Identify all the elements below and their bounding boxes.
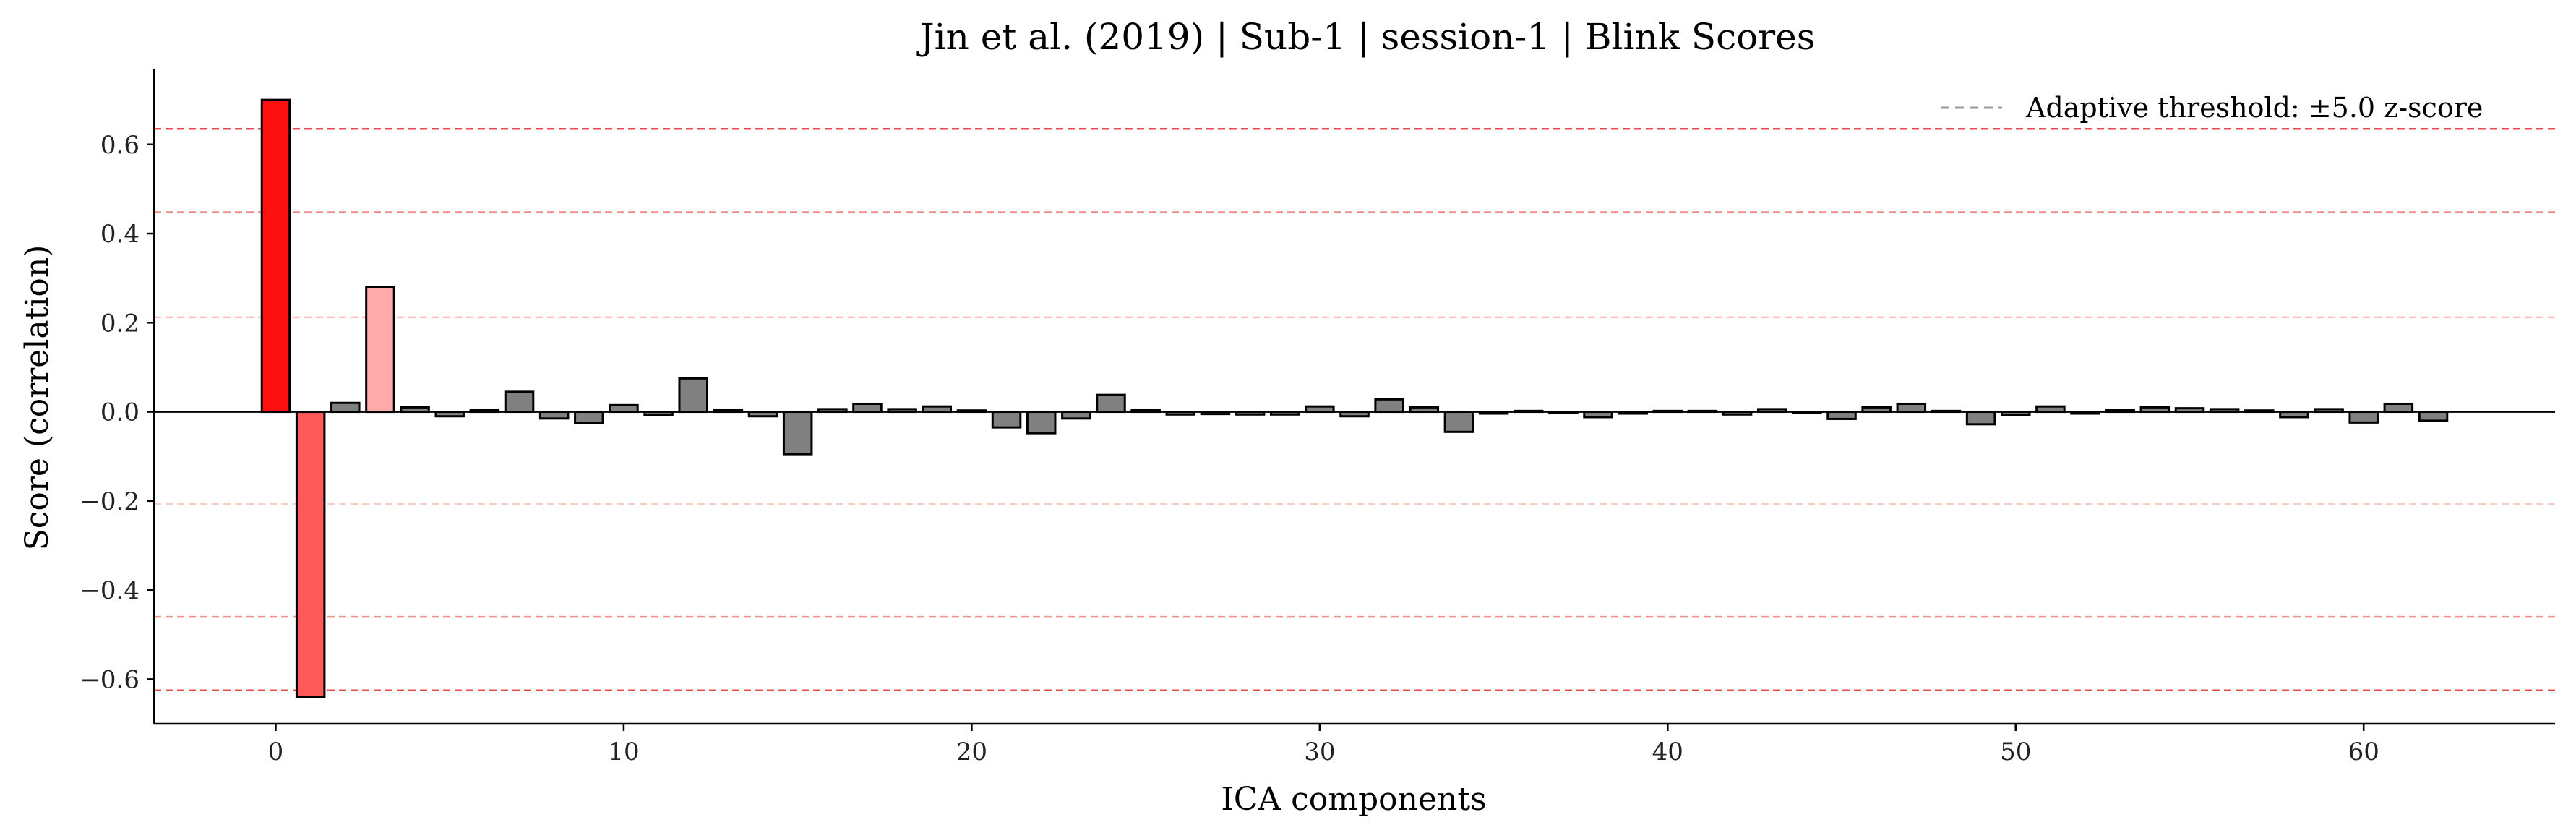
bar-component-61: [2383, 402, 2414, 414]
legend-label: Adaptive threshold: ±5.0 z-score: [2025, 92, 2483, 124]
bar-component-45: [1826, 411, 1857, 420]
y-tick-label: −0.4: [80, 576, 139, 605]
bar-component-17: [852, 402, 883, 414]
bar-component-32: [1374, 398, 1404, 414]
bar-component-24: [1096, 393, 1126, 414]
y-tick-label: 0.0: [100, 398, 139, 427]
x-tick-label: 40: [1652, 737, 1683, 766]
x-tick-label: 30: [1304, 737, 1335, 766]
bars: [260, 98, 2449, 698]
bar-component-15: [782, 411, 813, 456]
bar-component-62: [2418, 411, 2449, 422]
chart-title: Jin et al. (2019) | Sub-1 | session-1 | …: [916, 16, 1816, 58]
axes: −0.6 −0.4 −0.2 0.0 0.2 0.4 0.6 0 10 20 30 40 50 60: [80, 69, 2555, 766]
y-axis-label: Score (correlation): [19, 245, 56, 551]
x-tick-label: 0: [268, 737, 284, 766]
bar-component-22: [1026, 411, 1057, 435]
threshold-lines: [154, 127, 2555, 692]
bar-component-12: [678, 377, 709, 414]
x-tick-label: 50: [2000, 737, 2031, 766]
y-tick-label: 0.6: [100, 131, 139, 160]
x-tick-label: 20: [956, 737, 987, 766]
bar-component-49: [1965, 411, 1996, 426]
bar-component-23: [1061, 411, 1091, 420]
x-tick-label: 10: [608, 737, 639, 766]
bar-component-9: [574, 411, 604, 424]
bar-component-60: [2348, 411, 2379, 424]
bar-component-8: [538, 411, 570, 420]
bar-component-1: [295, 411, 326, 698]
bar-component-0: [260, 98, 291, 414]
bar-component-47: [1896, 402, 1927, 414]
x-axis-label: ICA components: [1221, 781, 1486, 818]
y-tick-label: −0.6: [80, 665, 139, 694]
bar-component-7: [504, 390, 535, 414]
x-tick-label: 60: [2348, 737, 2379, 766]
bar-component-2: [330, 401, 361, 414]
y-tick-label: 0.4: [100, 220, 139, 249]
legend: Adaptive threshold: ±5.0 z-score: [1941, 92, 2483, 124]
bar-component-21: [991, 411, 1022, 429]
bar-component-3: [365, 286, 395, 414]
y-tick-label: 0.2: [100, 309, 139, 338]
bar-component-34: [1443, 411, 1474, 433]
y-tick-label: −0.2: [80, 487, 139, 516]
bar-component-10: [609, 403, 639, 414]
